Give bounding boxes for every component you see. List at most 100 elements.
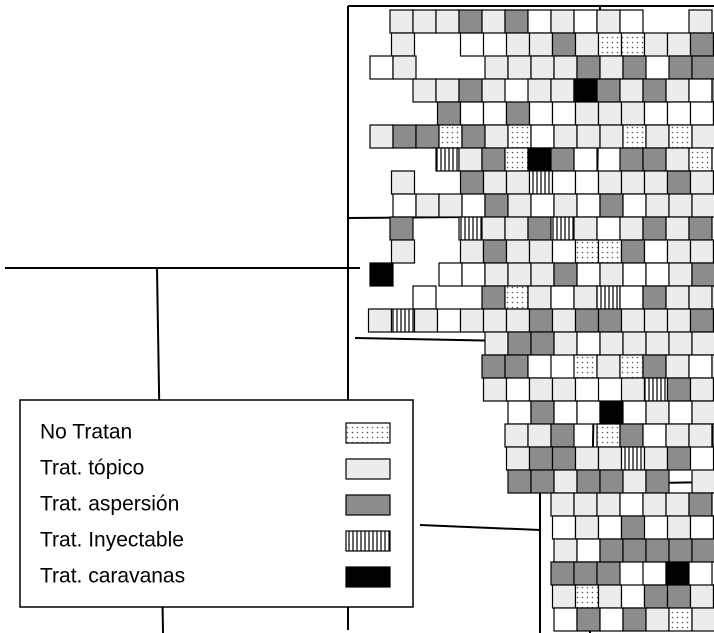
cell (665, 285, 690, 310)
cell (573, 285, 598, 310)
cell (504, 147, 529, 172)
cell (481, 354, 506, 379)
cell (666, 101, 692, 126)
cells (367, 9, 714, 632)
cell (574, 239, 600, 264)
cell (620, 584, 646, 609)
cell (482, 101, 508, 126)
cell (668, 124, 693, 149)
cell (482, 170, 508, 195)
cell (711, 78, 714, 103)
cell (505, 239, 531, 264)
cell (481, 9, 506, 34)
cell (458, 216, 483, 241)
cell (666, 584, 692, 609)
cell (550, 561, 575, 586)
cell (691, 607, 714, 632)
cell (484, 193, 509, 218)
cell (643, 170, 669, 195)
cell (620, 377, 646, 402)
cell (622, 400, 647, 425)
cell (645, 331, 670, 356)
cell (367, 308, 393, 333)
cell (643, 32, 669, 57)
cell (599, 469, 624, 494)
cell (666, 515, 692, 540)
cell (642, 561, 667, 586)
cell (573, 354, 598, 379)
cell (530, 262, 555, 287)
cell (643, 239, 669, 264)
cell (599, 124, 624, 149)
cell (576, 538, 601, 563)
cell (438, 262, 463, 287)
cell (689, 584, 714, 609)
cell (553, 262, 578, 287)
cell (599, 262, 624, 287)
cell (688, 78, 713, 103)
cell (576, 331, 601, 356)
cell (551, 308, 577, 333)
cell (550, 423, 575, 448)
cell (574, 515, 600, 540)
cell (668, 55, 693, 80)
cell (711, 147, 714, 172)
cell (619, 492, 644, 517)
cell (691, 469, 714, 494)
cell (530, 124, 555, 149)
cell (596, 9, 621, 34)
cell (551, 515, 577, 540)
legend-label: Trat. caravanas (40, 565, 185, 588)
cell (688, 216, 713, 241)
cell (645, 400, 670, 425)
cell (390, 308, 416, 333)
cell (688, 9, 713, 34)
cell (691, 55, 714, 80)
cell (620, 515, 646, 540)
cell (645, 607, 670, 632)
cell (530, 193, 555, 218)
cell (619, 78, 644, 103)
cell (528, 308, 554, 333)
cell (597, 584, 623, 609)
cell (620, 239, 646, 264)
cell (550, 216, 575, 241)
cell (369, 124, 394, 149)
cell (528, 239, 554, 264)
cell (484, 331, 509, 356)
cell (458, 9, 483, 34)
cell (643, 101, 669, 126)
cell (392, 124, 417, 149)
cell (596, 78, 621, 103)
cell (551, 32, 577, 57)
cell (622, 193, 647, 218)
cell (528, 101, 554, 126)
cell (619, 423, 644, 448)
cell (504, 285, 529, 310)
cell (688, 285, 713, 310)
cell (574, 584, 600, 609)
cell (507, 331, 532, 356)
cell (666, 239, 692, 264)
cell (620, 32, 646, 57)
cell (484, 124, 509, 149)
cell (620, 446, 646, 471)
cell (550, 78, 575, 103)
cell (622, 55, 647, 80)
cell (596, 354, 621, 379)
cell (459, 170, 485, 195)
cell (599, 400, 624, 425)
cell (574, 32, 600, 57)
cell (688, 492, 713, 517)
cell (505, 170, 531, 195)
cell (390, 239, 416, 264)
cell (481, 78, 506, 103)
cell (461, 193, 486, 218)
cell (551, 170, 577, 195)
cell (666, 308, 692, 333)
cell (689, 239, 714, 264)
cell (438, 193, 463, 218)
cell (665, 216, 690, 241)
cell (576, 400, 601, 425)
